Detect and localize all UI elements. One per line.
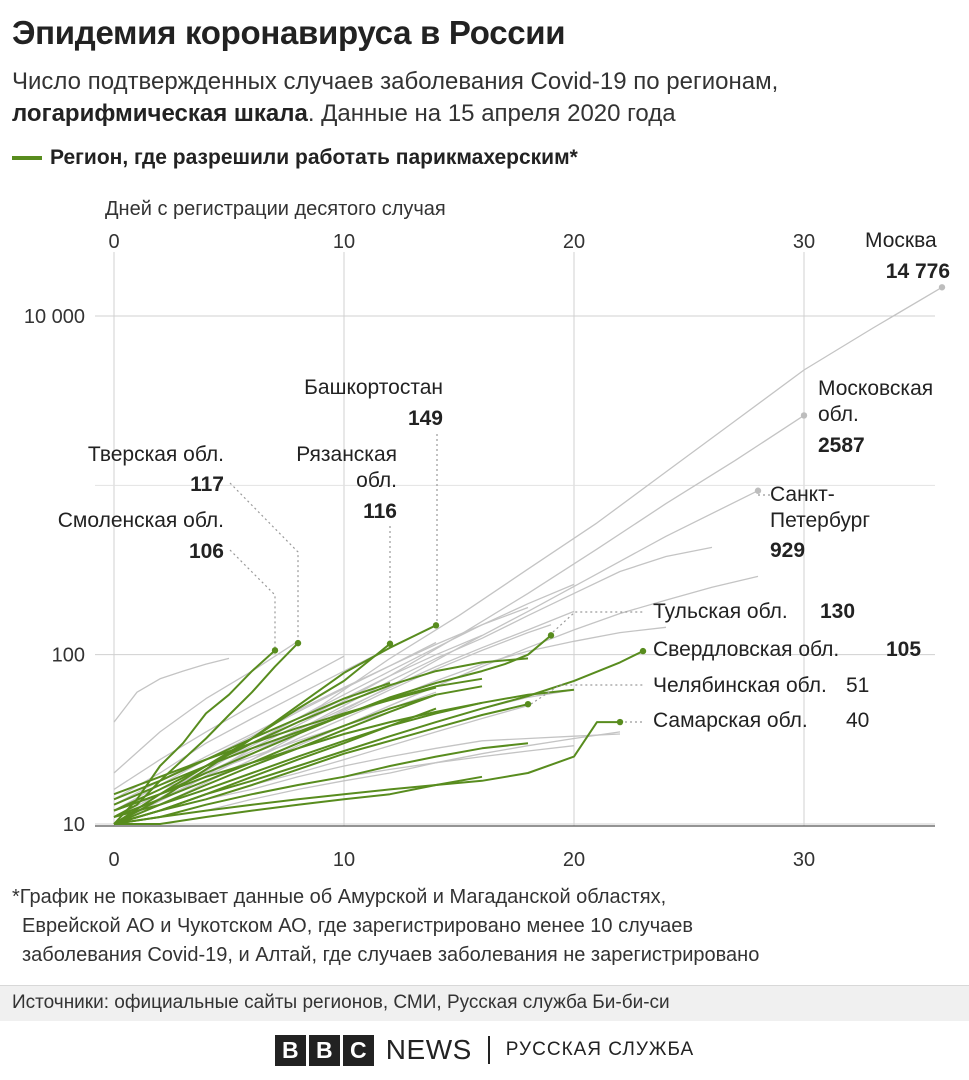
region-name-label: Самарская обл.: [653, 709, 808, 732]
x-tick-label-bottom: 30: [793, 849, 815, 871]
source-text: Источники: официальные сайты регионов, С…: [12, 992, 670, 1013]
x-tick-label-top: 0: [108, 231, 119, 253]
y-tick-label: 10: [63, 814, 85, 836]
bbc-brand: B B C NEWS РУССКАЯ СЛУЖБА: [0, 1020, 969, 1080]
bbc-letter: B: [274, 1034, 306, 1066]
series-endpoint-marker: [938, 284, 946, 291]
legend: Регион, где разрешили работать парикмахе…: [12, 146, 578, 170]
subtitle-part1: Число подтвержденных случаев заболевания…: [12, 68, 779, 95]
region-name-label: Санкт-: [770, 483, 835, 506]
subtitle-part2: . Данные на 15 апреля 2020 года: [307, 100, 676, 127]
region-value-label: 51: [846, 674, 869, 697]
highlighted-region-line: [113, 624, 437, 825]
region-value-label: 14 776: [886, 260, 950, 283]
region-value-label: 106: [189, 540, 224, 563]
news-wordmark: NEWS: [385, 1034, 472, 1065]
region-name-label: Рязанская: [296, 443, 397, 466]
series-endpoint-marker: [547, 632, 555, 639]
x-tick-label-bottom: 20: [563, 849, 585, 871]
region-name-label: Тульская обл.: [653, 600, 788, 623]
x-tick-label-bottom: 0: [108, 849, 119, 871]
annotation-leader: [552, 611, 645, 633]
brand-divider: [487, 1036, 490, 1064]
region-name-label: Башкортостан: [304, 376, 443, 399]
x-axis-title: Дней с регистрации десятого случая: [105, 198, 446, 220]
footnote-line-1: *График не показывает данные об Амурской…: [12, 886, 667, 908]
region-value-label: 929: [770, 539, 805, 562]
footnote-line-2: Еврейской АО и Чукотском АО, где зарегис…: [22, 915, 694, 937]
region-line: [113, 657, 230, 723]
region-line: [113, 655, 345, 790]
legend-swatch: [12, 156, 42, 160]
series-endpoint-marker: [386, 640, 394, 647]
highlighted-region-line: [113, 686, 437, 796]
series-endpoint-marker: [616, 718, 624, 726]
y-tick-label: 10 000: [24, 306, 85, 328]
region-line: [113, 640, 299, 774]
region-value-label: 130: [820, 600, 855, 623]
region-name-label: Тверская обл.: [88, 443, 224, 466]
series-endpoint-marker: [294, 639, 302, 647]
region-value-label: 40: [846, 709, 869, 732]
region-value-label: 2587: [818, 434, 865, 457]
x-tick-label-top: 10: [333, 231, 355, 253]
y-tick-label: 100: [52, 645, 85, 667]
footnote: *График не показывает данные об Амурской…: [12, 883, 957, 970]
region-annotations: Москва 14 776 Московская обл. 2587 Санкт- Пете…: [58, 229, 950, 732]
annotation-leader: [229, 549, 276, 648]
annotation-leader: [530, 684, 645, 705]
chart: 0 0 10 10 20 20 30 30 10 100 10 000 Дней с регистра…: [24, 198, 950, 871]
x-tick-label-bottom: 10: [333, 849, 355, 871]
series-endpoint-marker: [800, 412, 808, 419]
grid: [95, 252, 935, 827]
series-endpoint-marker: [754, 487, 762, 494]
region-name-label: Смоленская обл.: [58, 509, 224, 532]
series-endpoint-marker: [271, 647, 279, 654]
x-tick-label-top: 20: [563, 231, 585, 253]
region-value-label: 117: [190, 473, 224, 496]
region-value-label: 105: [886, 638, 921, 661]
highlighted-region-line: [113, 703, 529, 825]
region-value-label: 116: [363, 500, 397, 523]
subtitle: Число подтвержденных случаев заболевания…: [12, 66, 962, 130]
region-name-label: Свердловская обл.: [653, 638, 839, 661]
annotation-leaders: [229, 434, 770, 723]
highlighted-region-line: [113, 721, 620, 825]
page-title: Эпидемия коронавируса в России: [12, 14, 566, 51]
highlighted-region-line: [113, 688, 575, 812]
bbc-letter: B: [308, 1034, 340, 1066]
x-tick-label-top: 30: [793, 231, 815, 253]
series-endpoint-marker: [432, 622, 440, 629]
bbc-letter: C: [342, 1034, 374, 1066]
region-name-label: обл.: [818, 403, 859, 426]
highlighted-region-line: [113, 677, 483, 806]
region-name-label: обл.: [356, 469, 397, 492]
service-name: РУССКАЯ СЛУЖБА: [505, 1039, 695, 1060]
source-bar: Источники: официальные сайты регионов, С…: [0, 985, 969, 1021]
region-name-label: Петербург: [770, 509, 870, 532]
highlighted-region-line: [113, 657, 529, 812]
subtitle-bold: логарифмическая шкала: [12, 100, 308, 127]
region-name-label: Челябинская обл.: [653, 674, 827, 697]
annotation-leader: [229, 482, 299, 640]
series-endpoint-marker: [524, 700, 532, 708]
region-name-label: Москва: [865, 229, 937, 252]
region-name-label: Московская: [818, 377, 933, 400]
highlighted-regions-lines: [113, 624, 644, 825]
highlighted-region-line: [113, 701, 483, 818]
axis-labels: 0 0 10 10 20 20 30 30 10 100 10 000 Дней с регистра…: [24, 198, 815, 871]
region-line: [113, 624, 552, 825]
highlighted-region-line: [113, 682, 391, 801]
region-value-label: 149: [408, 407, 443, 430]
region-line: [113, 647, 391, 800]
bbc-logo: B B C: [274, 1034, 374, 1066]
series-endpoint-marker: [639, 647, 647, 655]
highlighted-region-line: [114, 775, 483, 825]
footnote-line-3: заболевания Covid-19, и Алтай, где случа…: [22, 944, 760, 966]
highlighted-region-line: [113, 742, 529, 825]
legend-label: Регион, где разрешили работать парикмахе…: [50, 146, 578, 169]
